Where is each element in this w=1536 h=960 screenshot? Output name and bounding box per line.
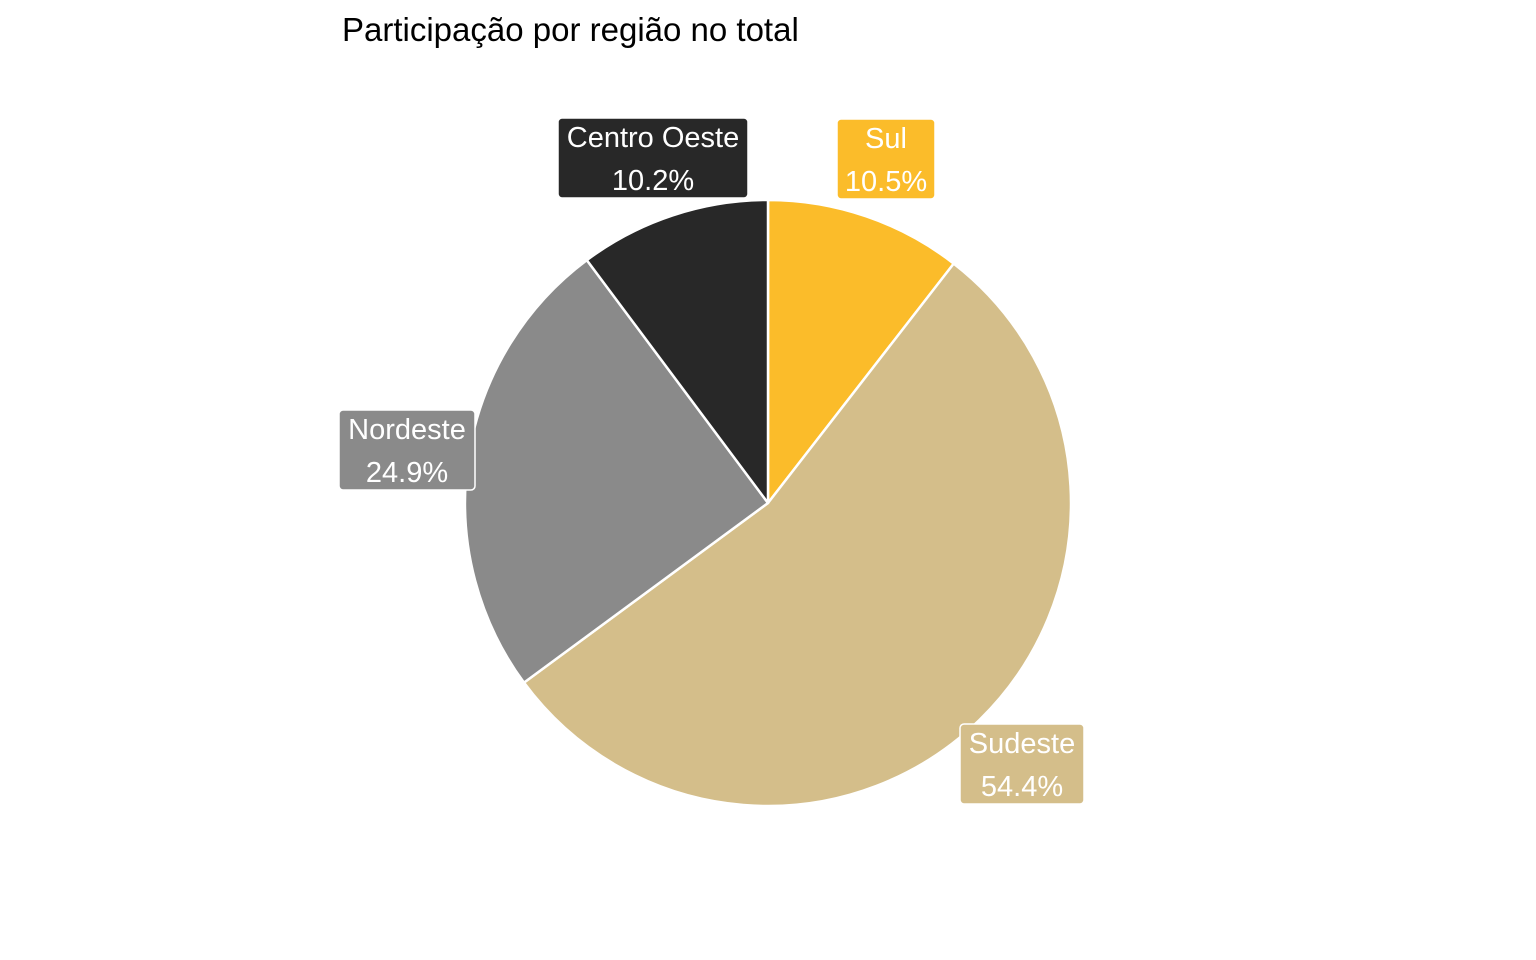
slice-label-name: Nordeste <box>348 414 466 446</box>
slice-label-name: Centro Oeste <box>567 122 739 154</box>
slice-label-centro-oeste: Centro Oeste 10.2% <box>557 117 749 199</box>
pie-slice-centro-oeste <box>585 198 770 505</box>
pie-slices <box>463 198 1073 808</box>
slice-label-box <box>557 117 749 199</box>
slice-label-value: 10.2% <box>612 165 694 197</box>
slice-label-value: 24.9% <box>366 457 448 489</box>
slice-labels: Sul 10.5% Sudeste 54.4% Nordeste 24.9% Centro … <box>338 117 1085 805</box>
slice-label-sul: Sul 10.5% <box>836 118 936 200</box>
slice-label-box <box>959 723 1085 805</box>
slice-label-name: Sul <box>865 123 907 155</box>
pie-slice-sudeste <box>522 262 1073 808</box>
slice-label-name: Sudeste <box>969 728 1075 760</box>
slice-label-value: 54.4% <box>981 771 1063 803</box>
slice-label-box <box>338 409 476 491</box>
slice-label-value: 10.5% <box>845 166 927 198</box>
slice-label-nordeste: Nordeste 24.9% <box>338 409 476 491</box>
chart-title: Participação por região no total <box>342 11 799 48</box>
pie-slice-sul <box>766 198 955 505</box>
slice-label-sudeste: Sudeste 54.4% <box>959 723 1085 805</box>
slice-label-box <box>836 118 936 200</box>
